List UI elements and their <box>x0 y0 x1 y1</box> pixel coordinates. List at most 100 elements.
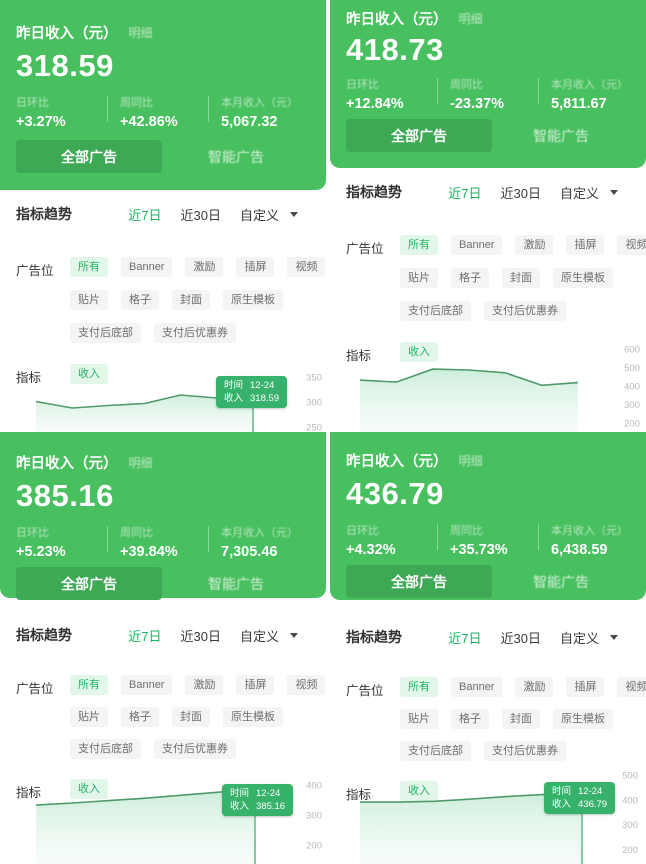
trend-chart[interactable]: 350 300 250 <box>0 360 326 432</box>
ad-slot-chip[interactable]: 所有 <box>70 257 108 277</box>
metric-chip-income[interactable]: 收入 <box>400 781 438 801</box>
ad-slot-chip[interactable]: 激励 <box>185 257 224 277</box>
summary-header: 昨日收入（元） 明细 418.73 日环比 +12.84% 周同比 -23.37… <box>330 0 646 168</box>
tab-last7days[interactable]: 近7日 <box>128 628 162 644</box>
ad-slot-chip[interactable]: 支付后优惠券 <box>484 741 566 761</box>
ad-slot-chip[interactable]: 格子 <box>451 268 489 288</box>
all-ads-button[interactable]: 全部广告 <box>16 567 162 600</box>
svg-text:350: 350 <box>306 373 322 384</box>
smart-ads-button[interactable]: 智能广告 <box>162 146 310 168</box>
detail-link[interactable]: 明细 <box>128 25 153 40</box>
ad-slot-chip[interactable]: 支付后优惠券 <box>484 301 566 321</box>
metric-filter: 指标 收入 <box>16 779 310 811</box>
summary-header: 昨日收入（元） 明细 385.16 日环比 +5.23% 周同比 +39.84%… <box>0 432 326 600</box>
ad-slot-chip[interactable]: 原生模板 <box>553 268 613 288</box>
ad-slot-chip[interactable]: 插屏 <box>566 235 605 255</box>
ad-slot-chip[interactable]: 支付后优惠券 <box>154 323 236 343</box>
metric-chip-income[interactable]: 收入 <box>400 342 438 362</box>
ad-slot-chip[interactable]: 所有 <box>400 235 438 255</box>
ad-slot-filter: 广告位 所有 Banner 激励 插屏 视频 贴片 格子 封面 原生模板 支付后底部 支付后优惠… <box>346 677 646 773</box>
ad-slot-chip[interactable]: 插屏 <box>236 675 275 695</box>
ad-slot-chip[interactable]: 格子 <box>121 290 159 310</box>
ad-slot-chip[interactable]: 贴片 <box>70 707 108 727</box>
ad-slot-chip[interactable]: 贴片 <box>400 268 438 288</box>
divider <box>107 526 108 552</box>
ad-slot-chip-row: 贴片 格子 封面 原生模板 <box>70 290 325 310</box>
ad-slot-chip[interactable]: 插屏 <box>236 257 275 277</box>
ad-slot-chip[interactable]: 封面 <box>502 268 540 288</box>
ad-slot-chip[interactable]: 激励 <box>515 235 554 255</box>
ad-slot-chip[interactable]: Banner <box>121 675 173 695</box>
ad-slot-chip[interactable]: Banner <box>451 677 503 697</box>
stat-label-week: 周同比 <box>120 97 153 109</box>
ad-slot-chip[interactable]: Banner <box>451 235 503 255</box>
tooltip-time-label: 时间 <box>552 786 572 797</box>
trend-chart[interactable]: 400 300 200 <box>0 770 326 864</box>
summary-header: 昨日收入（元） 明细 318.59 日环比 +3.27% 周同比 +42.86%… <box>0 0 326 190</box>
ad-slot-chip[interactable]: Banner <box>121 257 173 277</box>
ad-slot-chip[interactable]: 视频 <box>617 677 646 697</box>
chevron-down-icon[interactable] <box>290 211 298 217</box>
divider <box>538 78 539 104</box>
ad-slot-chip[interactable]: 视频 <box>287 675 326 695</box>
tab-last30days[interactable]: 近30日 <box>500 185 541 201</box>
detail-link[interactable]: 明细 <box>458 11 483 26</box>
ad-slot-chip[interactable]: 原生模板 <box>553 709 613 729</box>
trend-section: 指标趋势 近7日 近30日 自定义 广告位 所有 Banner 激励 插屏 视频 贴片格… <box>330 627 646 813</box>
ad-slot-chip[interactable]: 格子 <box>451 709 489 729</box>
metric-chip-income[interactable]: 收入 <box>70 364 108 384</box>
all-ads-button[interactable]: 全部广告 <box>346 119 492 152</box>
tab-last7days[interactable]: 近7日 <box>448 185 482 201</box>
detail-link[interactable]: 明细 <box>128 455 153 470</box>
tab-last7days[interactable]: 近7日 <box>448 630 482 646</box>
tooltip-time-label: 时间 <box>224 380 244 391</box>
ad-slot-chip[interactable]: 贴片 <box>70 290 108 310</box>
tab-last7days[interactable]: 近7日 <box>128 207 162 223</box>
svg-text:400: 400 <box>624 382 640 393</box>
ad-slot-chip[interactable]: 贴片 <box>400 709 438 729</box>
tab-last30days[interactable]: 近30日 <box>180 207 221 223</box>
ad-slot-chip[interactable]: 支付后底部 <box>70 739 141 759</box>
tab-custom[interactable]: 自定义 <box>559 630 599 646</box>
ad-slot-chip[interactable]: 激励 <box>185 675 224 695</box>
chevron-down-icon[interactable] <box>610 634 618 640</box>
ad-slot-chip[interactable]: 封面 <box>172 290 210 310</box>
ad-slot-chip[interactable]: 支付后优惠券 <box>154 739 236 759</box>
ad-slot-chip[interactable]: 所有 <box>70 675 108 695</box>
ad-slot-chip[interactable]: 支付后底部 <box>70 323 141 343</box>
chart-marker-line <box>254 814 256 864</box>
tooltip-income-label: 收入 <box>224 393 244 404</box>
metric-chip-income[interactable]: 收入 <box>70 779 108 799</box>
chevron-down-icon[interactable] <box>610 189 618 195</box>
metric-filter: 指标 收入 <box>16 364 310 397</box>
ad-slot-chip[interactable]: 支付后底部 <box>400 301 471 321</box>
chevron-down-icon[interactable] <box>290 632 298 638</box>
ad-slot-chip[interactable]: 原生模板 <box>223 707 283 727</box>
tab-custom[interactable]: 自定义 <box>239 207 279 223</box>
ad-slot-chip[interactable]: 原生模板 <box>223 290 283 310</box>
ad-slot-chip-row: 支付后底部 支付后优惠券 <box>400 301 646 321</box>
ad-slot-chip[interactable]: 支付后底部 <box>400 741 471 761</box>
ad-slot-chip[interactable]: 格子 <box>121 707 159 727</box>
smart-ads-button[interactable]: 智能广告 <box>492 571 630 593</box>
all-ads-button[interactable]: 全部广告 <box>346 565 492 598</box>
smart-ads-button[interactable]: 智能广告 <box>162 573 310 595</box>
trend-chart[interactable]: 600 500 400 300 200 <box>330 330 646 432</box>
smart-ads-button[interactable]: 智能广告 <box>492 125 630 147</box>
ad-slot-chip[interactable]: 封面 <box>502 709 540 729</box>
ad-slot-chip[interactable]: 插屏 <box>566 677 605 697</box>
ad-slot-chip[interactable]: 激励 <box>515 677 554 697</box>
tab-custom[interactable]: 自定义 <box>559 185 599 201</box>
ad-slot-chip[interactable]: 视频 <box>287 257 326 277</box>
tab-last30days[interactable]: 近30日 <box>180 628 221 644</box>
tab-last30days[interactable]: 近30日 <box>500 630 541 646</box>
all-ads-button[interactable]: 全部广告 <box>16 140 162 173</box>
ad-slot-chip[interactable]: 封面 <box>172 707 210 727</box>
ad-slot-chip[interactable]: 所有 <box>400 677 438 697</box>
ad-slot-chip[interactable]: 视频 <box>617 235 646 255</box>
stat-value-week: +35.73% <box>450 542 508 558</box>
stat-label-week: 周同比 <box>450 79 483 91</box>
yesterday-amount: 318.59 <box>16 48 114 83</box>
tab-custom[interactable]: 自定义 <box>239 628 279 644</box>
detail-link[interactable]: 明细 <box>458 453 483 468</box>
